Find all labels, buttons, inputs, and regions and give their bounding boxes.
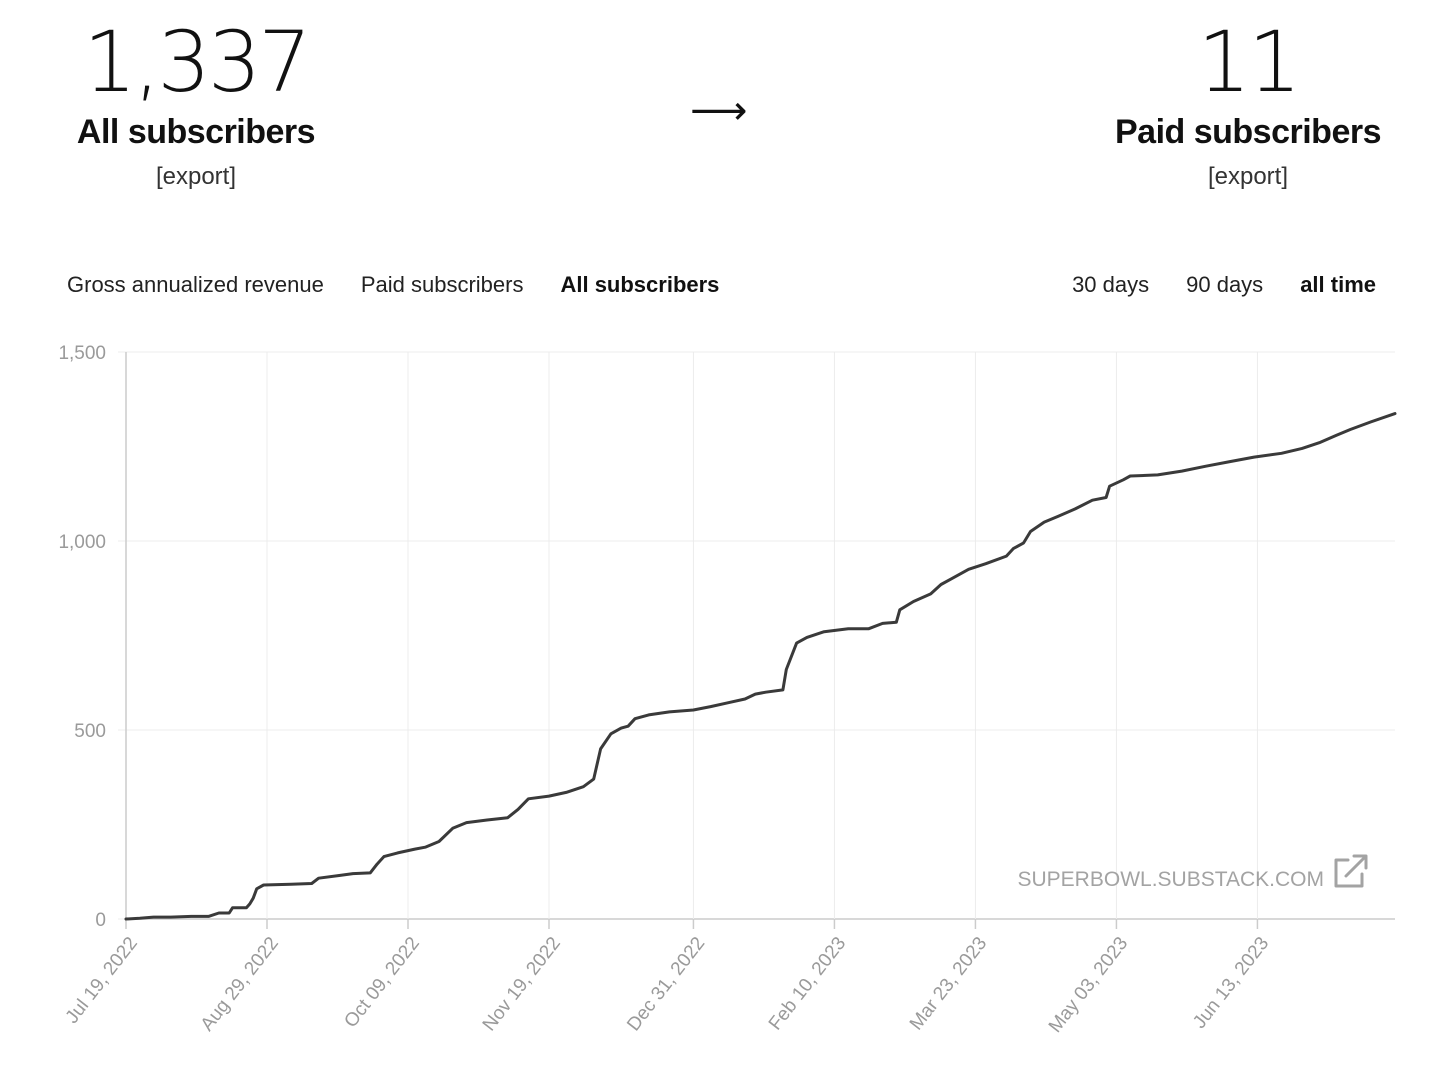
- all-subscribers-export-link[interactable]: [export]: [155, 163, 237, 190]
- watermark[interactable]: SUPERBOWL.SUBSTACK.COM: [1018, 854, 1368, 891]
- metric-tabs: Gross annualized revenue Paid subscriber…: [67, 272, 719, 298]
- y-tick-label: 500: [74, 721, 106, 742]
- arrow-right-icon: ⟶: [690, 88, 748, 134]
- paid-subscribers-label: Paid subscribers: [1114, 113, 1382, 151]
- paid-subscribers-count: 11: [1197, 13, 1302, 111]
- paid-subscribers-export-link[interactable]: [export]: [1207, 163, 1289, 190]
- x-tick-label: Nov 19, 2022: [479, 933, 565, 1035]
- watermark-text[interactable]: SUPERBOWL.SUBSTACK.COM: [1018, 868, 1325, 891]
- grid-layer: [118, 351, 1395, 929]
- all-subscribers-stat: 1,337 All subscribers [export]: [40, 14, 352, 194]
- x-axis-ticks: Jul 19, 2022 Aug 29, 2022 Oct 09, 2022 Nov …: [62, 933, 1274, 1037]
- y-tick-label: 1,500: [58, 343, 106, 364]
- range-30-days[interactable]: 30 days: [1072, 272, 1150, 297]
- external-link-icon[interactable]: [1334, 854, 1368, 888]
- y-tick-label: 1,000: [58, 532, 106, 553]
- tab-paid-subscribers[interactable]: Paid subscribers: [360, 272, 524, 297]
- x-tick-label: May 03, 2023: [1045, 933, 1132, 1037]
- x-tick-label: Oct 09, 2022: [340, 933, 424, 1032]
- x-tick-label: Jul 19, 2022: [62, 933, 142, 1028]
- paid-subscribers-stat: 11 Paid subscribers [export]: [1092, 14, 1404, 194]
- x-tick-label: Mar 23, 2023: [906, 933, 991, 1034]
- all-subscribers-label: All subscribers: [76, 113, 316, 151]
- tab-all-subscribers[interactable]: All subscribers: [560, 272, 720, 297]
- series-line[interactable]: [124, 412, 1397, 921]
- x-tick-label: Jun 13, 2023: [1189, 933, 1273, 1033]
- time-range-tabs: 30 days 90 days all time: [1072, 272, 1376, 298]
- range-all-time[interactable]: all time: [1300, 272, 1376, 297]
- x-tick-label: Feb 10, 2023: [765, 933, 850, 1034]
- x-tick-label: Aug 29, 2022: [197, 933, 283, 1035]
- y-axis-ticks: 0 500 1,000 1,500: [58, 343, 106, 931]
- all-subscribers-count: 1,337: [83, 13, 311, 111]
- range-90-days[interactable]: 90 days: [1186, 272, 1264, 297]
- y-tick-label: 0: [95, 910, 106, 931]
- x-tick-label: Dec 31, 2022: [623, 933, 709, 1035]
- tab-gross-annualized-revenue[interactable]: Gross annualized revenue: [67, 272, 324, 297]
